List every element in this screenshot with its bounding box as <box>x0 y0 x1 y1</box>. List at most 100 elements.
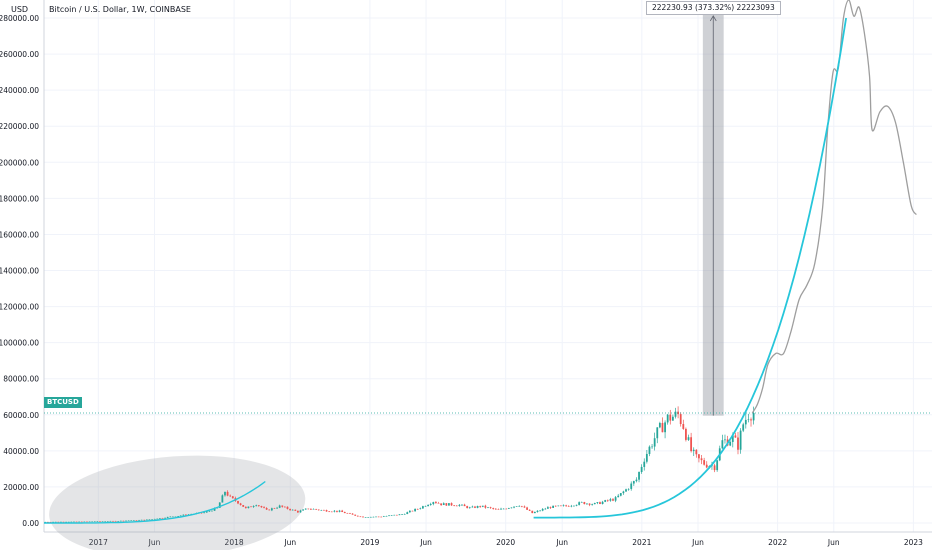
candle-body <box>703 460 706 465</box>
candle-body <box>573 505 575 507</box>
candle-body <box>442 503 445 506</box>
candle-body <box>648 446 651 454</box>
candle-body <box>88 521 91 523</box>
x-tick-label: Jun <box>555 538 568 547</box>
candle-body <box>182 514 185 516</box>
candle-body <box>692 449 695 452</box>
candle-body <box>705 464 708 468</box>
y-tick-label: 240000.00 <box>0 86 39 95</box>
y-tick-label: 80000.00 <box>3 375 39 384</box>
candle-body <box>479 506 482 507</box>
y-tick-label: 0.00 <box>22 519 39 528</box>
candle-body <box>244 506 247 509</box>
candle-body <box>158 518 161 519</box>
candle-body <box>435 502 437 503</box>
candle-body <box>208 510 211 512</box>
candle-body <box>484 505 487 508</box>
candle-body <box>682 424 685 429</box>
candle-body <box>471 506 474 508</box>
candle-body <box>549 507 552 508</box>
candle-body <box>489 507 492 509</box>
candle-body <box>419 508 422 509</box>
candle-body <box>687 437 690 440</box>
candle-body <box>174 516 177 518</box>
candle-body <box>229 495 232 497</box>
highlight-ellipse <box>49 455 306 550</box>
candle-body <box>450 503 453 506</box>
candle-body <box>310 509 312 510</box>
candle-body <box>341 510 344 513</box>
candle-body <box>101 521 104 522</box>
candle-body <box>125 520 127 522</box>
candle-body <box>507 507 510 509</box>
candle-body <box>60 521 62 523</box>
candle-body <box>408 510 411 513</box>
candle-body <box>458 504 461 506</box>
candle-body <box>145 519 148 521</box>
candle-body <box>552 505 555 508</box>
candle-body <box>325 510 328 512</box>
candle-body <box>554 505 557 507</box>
candle-body <box>286 506 289 509</box>
candle-body <box>320 510 323 511</box>
y-tick-label: 180000.00 <box>0 194 39 203</box>
candle-body <box>213 508 216 511</box>
candle-body <box>273 508 276 509</box>
candle-body <box>583 502 586 505</box>
candle-body <box>729 441 732 446</box>
candle-body <box>268 509 271 511</box>
candle-body <box>179 515 182 517</box>
x-tick-label: Jun <box>827 538 840 547</box>
candle-body <box>65 521 68 523</box>
candle-body <box>528 509 531 511</box>
candle-body <box>750 419 752 421</box>
candle-body <box>109 520 112 522</box>
candle-body <box>416 508 419 510</box>
candle-body <box>257 505 260 507</box>
candle-body <box>632 481 635 484</box>
candle-body <box>203 512 206 514</box>
measure-label: 222230.93 (373.32%) 22223093 <box>646 1 781 15</box>
candle-body <box>385 515 388 517</box>
candle-body <box>411 510 414 512</box>
candle-body <box>664 422 666 433</box>
candle-body <box>455 505 458 507</box>
candle-body <box>364 517 367 518</box>
candle-body <box>716 460 719 471</box>
candle-body <box>713 465 716 471</box>
candle-body <box>698 454 700 459</box>
candle-body <box>586 503 588 505</box>
x-tick-label: 2019 <box>360 538 379 547</box>
candle-body <box>242 504 245 507</box>
y-tick-label: 20000.00 <box>3 483 39 492</box>
candle-body <box>557 505 560 507</box>
candle-body <box>497 509 500 510</box>
candle-body <box>669 414 672 421</box>
candle-body <box>395 514 398 516</box>
candle-body <box>226 491 229 496</box>
candle-body <box>112 520 114 522</box>
candle-body <box>622 491 625 494</box>
candle-body <box>333 510 336 512</box>
candle-body <box>612 499 614 501</box>
candle-body <box>645 453 648 462</box>
candle-body <box>651 446 653 448</box>
candle-body <box>54 521 57 523</box>
symbol-price-tag: BTCUSD <box>44 397 82 408</box>
candle-body <box>565 505 568 507</box>
candle-body <box>315 508 318 510</box>
candle-body <box>166 516 169 518</box>
candle-body <box>231 496 234 499</box>
x-tick-label: 2020 <box>496 538 515 547</box>
candle-body <box>283 506 286 508</box>
candle-body <box>596 502 599 504</box>
candle-body <box>656 427 659 439</box>
candle-body <box>562 505 565 506</box>
candle-body <box>614 497 617 501</box>
candle-body <box>143 519 146 521</box>
candle-body <box>700 458 703 461</box>
x-tick-label: Jun <box>148 538 161 547</box>
candle-body <box>377 516 380 518</box>
chart-title: Bitcoin / U.S. Dollar, 1W, COINBASE <box>49 5 191 14</box>
